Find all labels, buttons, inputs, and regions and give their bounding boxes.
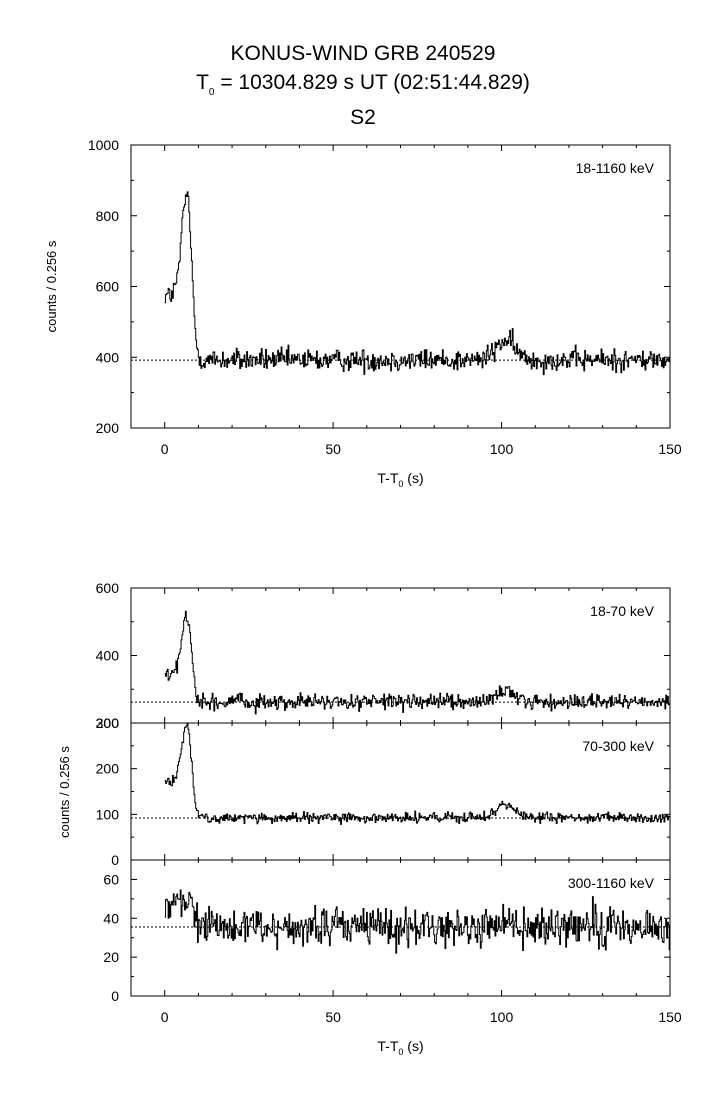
y-tick-label: 0 bbox=[111, 988, 119, 1004]
y-axis-label-bottom: counts / 0.256 s bbox=[57, 746, 72, 838]
x-axis-label-sub: 0 bbox=[398, 1047, 403, 1057]
y-tick-label: 800 bbox=[96, 208, 120, 224]
light-curve-series bbox=[164, 191, 670, 376]
panel-b1: 200 400 600 18-70 keV bbox=[96, 580, 671, 731]
light-curve-series bbox=[164, 610, 670, 715]
light-curve-series bbox=[164, 723, 670, 825]
y-tick-label: 200 bbox=[96, 420, 120, 436]
y-tick-label: 200 bbox=[96, 715, 120, 731]
energy-band-label: 70-300 keV bbox=[582, 738, 654, 754]
plot-frame bbox=[130, 144, 671, 429]
y-tick-label: 100 bbox=[96, 806, 120, 822]
chart-title: KONUS-WIND GRB 240529 bbox=[230, 42, 496, 65]
x-axis-label-tail: (s) bbox=[403, 470, 423, 486]
x-tick-label: 50 bbox=[325, 1009, 341, 1025]
detector-label: S2 bbox=[350, 106, 376, 129]
y-axis-label-top: counts / 0.256 s bbox=[44, 240, 59, 332]
y-tick-label: 400 bbox=[96, 648, 120, 664]
x-axis-label-main: T-T bbox=[377, 1038, 398, 1054]
x-tick-label: 100 bbox=[490, 441, 514, 457]
y-tick-label: 400 bbox=[96, 349, 120, 365]
x-axis-label: T-T0 (s) bbox=[377, 1038, 423, 1057]
y-tick-label: 60 bbox=[103, 871, 119, 887]
x-tick-label: 50 bbox=[325, 441, 341, 457]
x-tick-label: 100 bbox=[490, 1009, 514, 1025]
t0-subscript: 0 bbox=[208, 87, 215, 98]
x-tick-label: 150 bbox=[658, 441, 682, 457]
energy-band-label: 300-1160 keV bbox=[568, 875, 655, 891]
y-tick-label: 300 bbox=[96, 715, 120, 731]
x-axis-label-sub: 0 bbox=[398, 479, 403, 489]
x-tick-label: 150 bbox=[658, 1009, 682, 1025]
x-axis-label-tail: (s) bbox=[403, 1038, 423, 1054]
t0-prefix: T bbox=[196, 71, 209, 94]
t0-value: = 10304.829 s UT (02:51:44.829) bbox=[214, 71, 530, 94]
x-tick-label: 0 bbox=[161, 1009, 169, 1025]
y-tick-label: 0 bbox=[111, 852, 119, 868]
t0-label: T0 = 10304.829 s UT (02:51:44.829) bbox=[0, 71, 726, 105]
y-tick-label: 600 bbox=[96, 580, 120, 596]
y-tick-label: 40 bbox=[103, 910, 119, 926]
y-tick-label: 20 bbox=[103, 949, 119, 965]
y-tick-label: 600 bbox=[96, 279, 120, 295]
light-curve-series bbox=[164, 889, 670, 954]
energy-band-label: 18-1160 keV bbox=[576, 160, 655, 176]
x-axis-label-main: T-T bbox=[377, 470, 398, 486]
x-axis-label: T-T0 (s) bbox=[377, 470, 423, 489]
y-tick-label: 1000 bbox=[88, 137, 119, 153]
y-tick-label: 200 bbox=[96, 761, 120, 777]
energy-band-label: 18-70 keV bbox=[590, 603, 654, 619]
x-tick-label: 0 bbox=[161, 441, 169, 457]
